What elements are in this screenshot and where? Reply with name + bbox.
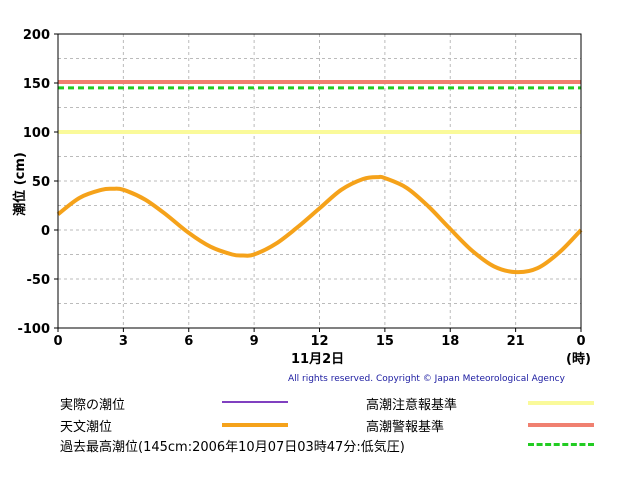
x-tick-labels: 0 3 6 9 12 15 18 21 0 [53, 334, 585, 349]
y-tick-label: 100 [23, 126, 50, 141]
y-tick-label: 200 [23, 28, 50, 43]
x-tick-label: 9 [250, 334, 259, 349]
y-axis-label: 潮位 (cm) [12, 152, 28, 216]
legend-swatch-record [528, 443, 594, 446]
y-tick-label: 0 [41, 224, 50, 239]
tide-chart: -100 -50 0 50 100 150 200 0 3 6 9 12 15 18 21 0 潮位 (cm… [12, 28, 586, 349]
legend-swatch-actual [222, 401, 288, 403]
y-tick-labels: -100 -50 0 50 100 150 200 [17, 28, 50, 337]
y-tick-label: -50 [27, 273, 51, 288]
axes [54, 33, 582, 332]
x-tick-label: 3 [119, 334, 128, 349]
y-tick-label: 50 [32, 175, 50, 190]
legend-swatch-astronomical [222, 423, 288, 427]
x-tick-label: 18 [441, 334, 459, 349]
copyright-text: All rights reserved. Copyright © Japan M… [288, 374, 565, 384]
legend-label-actual: 実際の潮位 [60, 398, 126, 413]
legend-label-astronomical: 天文潮位 [60, 420, 113, 435]
x-axis-unit-label: (時) [566, 352, 591, 367]
x-tick-label: 15 [376, 334, 394, 349]
x-tick-label: 21 [507, 334, 525, 349]
legend-label-advisory: 高潮注意報基準 [366, 398, 458, 413]
x-tick-label: 12 [310, 334, 328, 349]
legend-swatch-advisory [528, 401, 594, 405]
legend-label-warning: 高潮警報基準 [366, 420, 445, 435]
legend-label-record: 過去最高潮位(145cm:2006年10月07日03時47分:低気圧) [60, 440, 405, 455]
series-line [56, 174, 583, 275]
grid [57, 33, 582, 329]
x-tick-label: 6 [184, 334, 193, 349]
x-axis-date-label: 11月2日 [291, 352, 345, 367]
series-layer [56, 174, 583, 275]
y-tick-label: -100 [17, 322, 50, 337]
x-tick-label: 0 [53, 334, 62, 349]
y-tick-label: 150 [23, 77, 50, 92]
reference-lines [58, 80, 581, 134]
x-tick-label: 0 [576, 334, 585, 349]
legend-swatch-warning [528, 423, 594, 427]
